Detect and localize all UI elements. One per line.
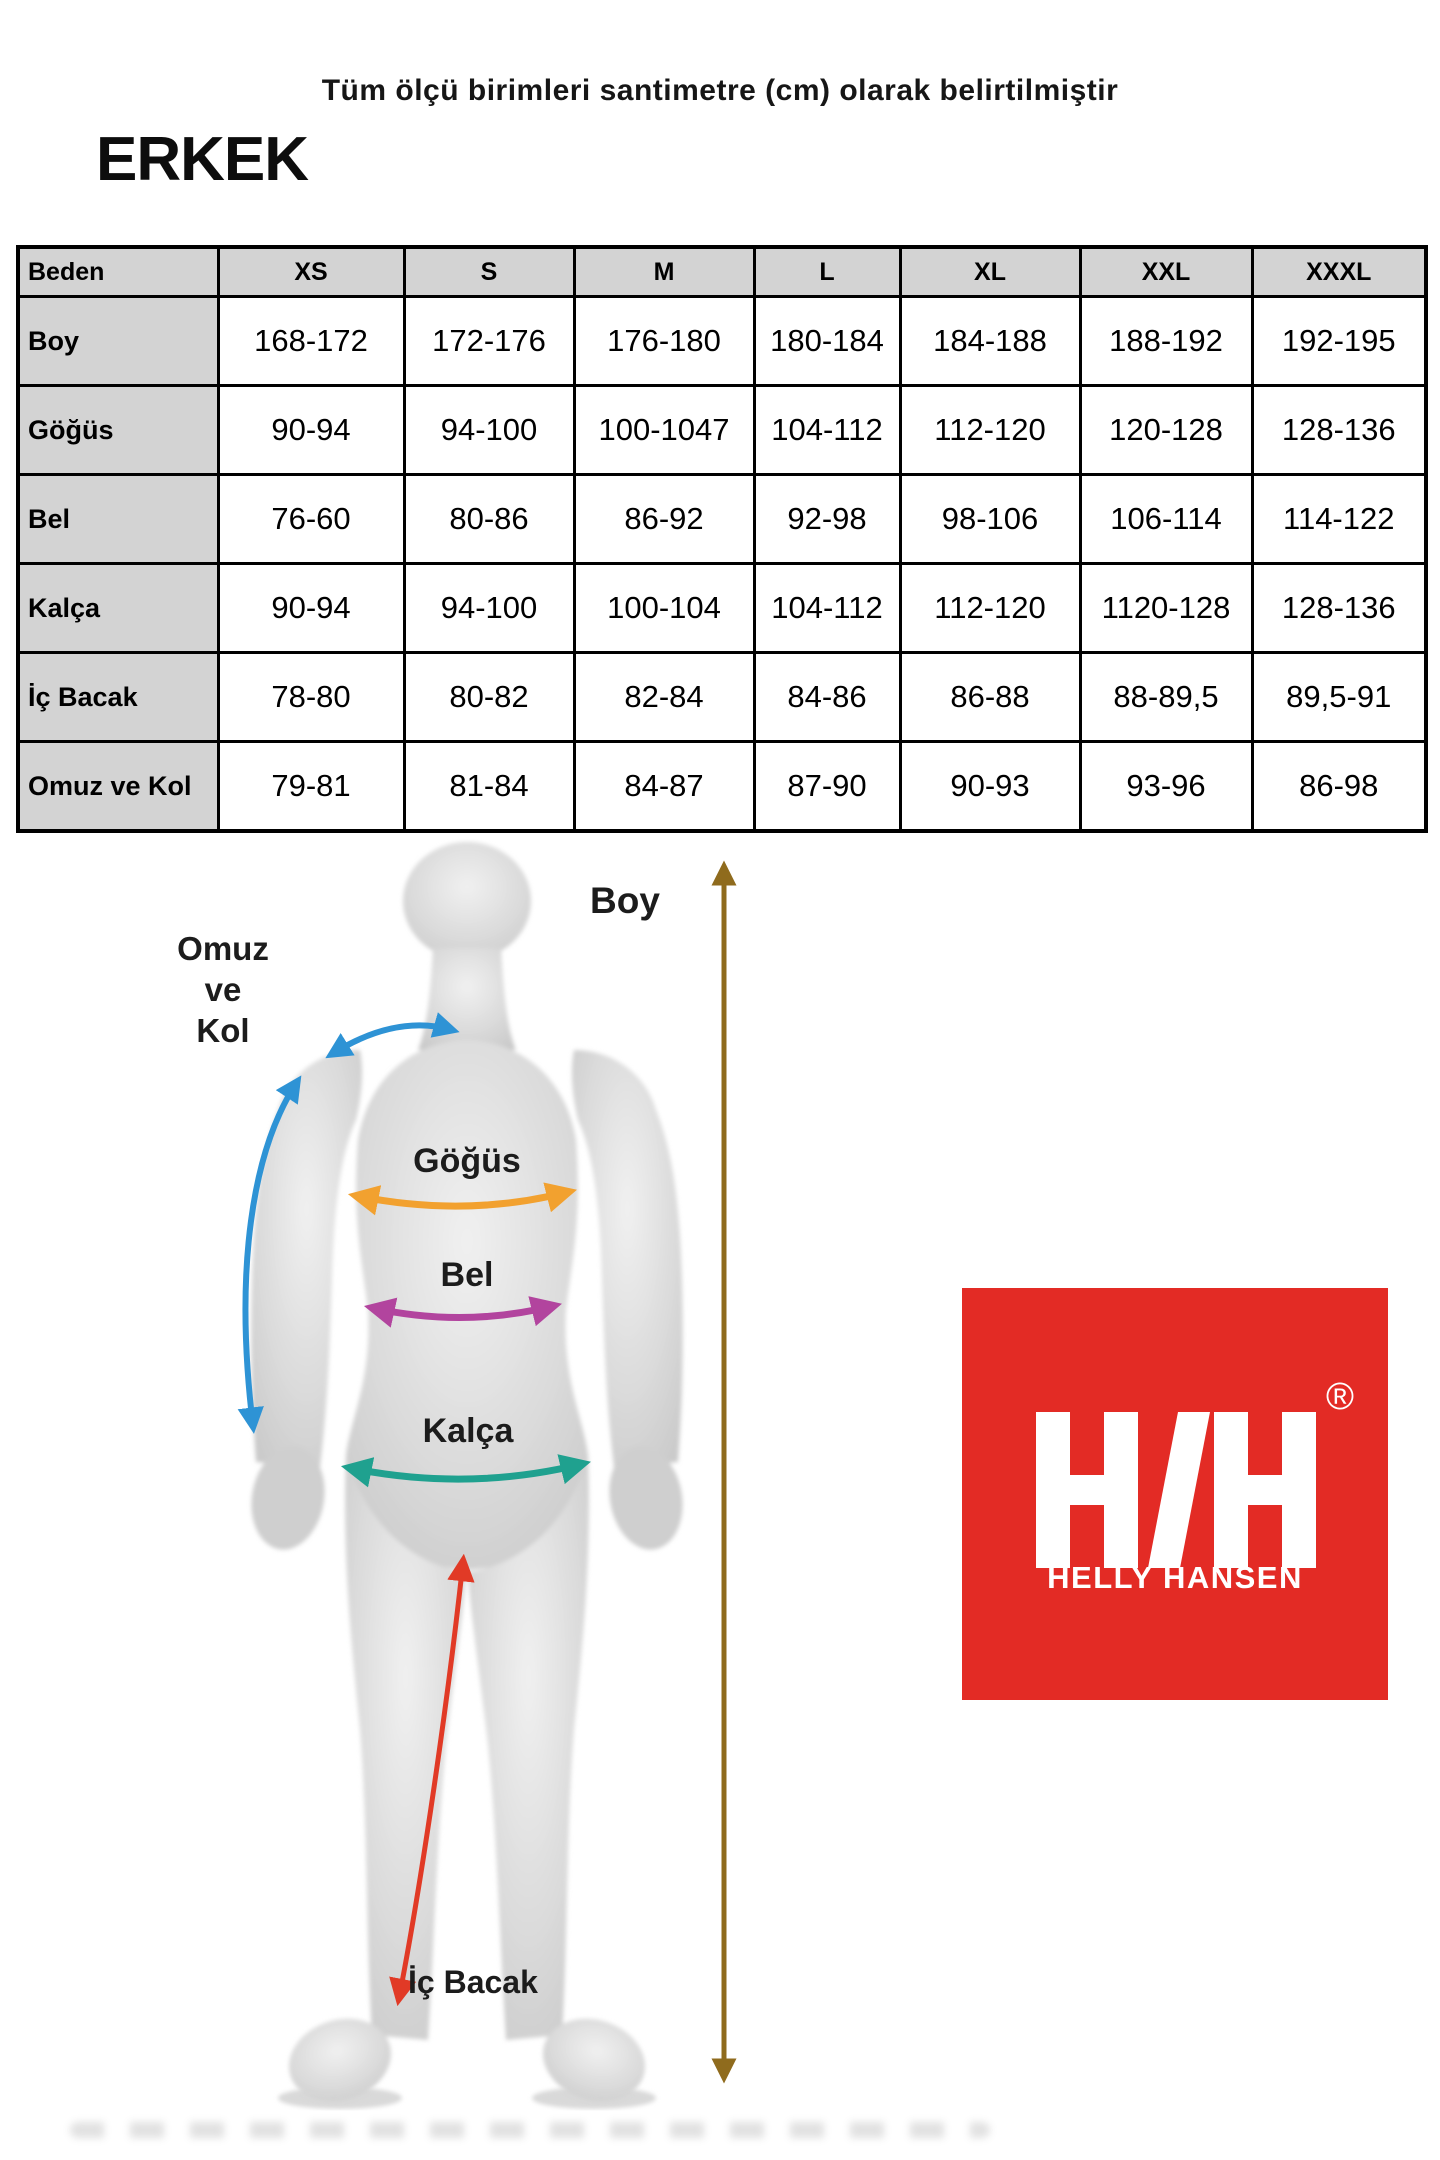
bel-label: Bel: [440, 1256, 494, 1294]
size-value-cell: 86-92: [572, 473, 756, 565]
size-value-cell: 100-1047: [572, 384, 756, 476]
hh-monogram-icon: [1036, 1412, 1316, 1568]
size-value-cell: 89,5-91: [1250, 651, 1428, 743]
size-value-cell: 87-90: [752, 740, 902, 833]
omuz-ve-kol-label: Omuz ve Kol: [177, 930, 269, 1049]
row-label-cell: Bel: [16, 473, 220, 565]
watermark-smudge: [70, 2122, 990, 2138]
helly-hansen-logo: ® HELLY HANSEN: [962, 1288, 1388, 1700]
size-col-header: XS: [216, 245, 406, 298]
size-value-cell: 184-188: [898, 295, 1082, 387]
row-label-cell: Kalça: [16, 562, 220, 654]
size-value-cell: 172-176: [402, 295, 576, 387]
size-value-cell: 76-60: [216, 473, 406, 565]
size-value-cell: 168-172: [216, 295, 406, 387]
size-value-cell: 94-100: [402, 384, 576, 476]
size-value-cell: 100-104: [572, 562, 756, 654]
size-value-cell: 82-84: [572, 651, 756, 743]
size-value-cell: 86-88: [898, 651, 1082, 743]
size-col-header: L: [752, 245, 902, 298]
bel-arrow: [363, 1296, 562, 1328]
size-value-cell: 94-100: [402, 562, 576, 654]
size-value-cell: 128-136: [1250, 384, 1428, 476]
size-table-row: İç Bacak 78-80 80-82 82-84 84-86 86-88 88-89,5…: [16, 651, 1428, 743]
row-label-cell: Boy: [16, 295, 220, 387]
ic-bacak-label: İç Bacak: [408, 1964, 538, 2000]
size-col-header: M: [572, 245, 756, 298]
size-table-row: Boy 168-172 172-176 176-180 180-184 184-188 18…: [16, 295, 1428, 387]
size-table: Beden XS S M L XL XXL XXXL Boy 168-172 172-176 176…: [16, 245, 1428, 833]
size-value-cell: 128-136: [1250, 562, 1428, 654]
size-value-cell: 104-112: [752, 562, 902, 654]
size-value-cell: 88-89,5: [1078, 651, 1254, 743]
size-value-cell: 90-94: [216, 562, 406, 654]
size-table-header: Beden XS S M L XL XXL XXXL: [16, 245, 1428, 298]
size-value-cell: 84-86: [752, 651, 902, 743]
size-table-body: Boy 168-172 172-176 176-180 180-184 184-188 18…: [16, 295, 1428, 833]
size-value-cell: 78-80: [216, 651, 406, 743]
size-value-cell: 80-86: [402, 473, 576, 565]
registered-mark: ®: [1326, 1376, 1354, 1418]
gender-heading: ERKEK: [96, 125, 309, 194]
size-value-cell: 86-98: [1250, 740, 1428, 833]
size-value-cell: 114-122: [1250, 473, 1428, 565]
size-value-cell: 188-192: [1078, 295, 1254, 387]
size-value-cell: 92-98: [752, 473, 902, 565]
row-label-cell: İç Bacak: [16, 651, 220, 743]
units-note: Tüm ölçü birimleri santimetre (cm) olara…: [321, 74, 1119, 107]
size-value-cell: 112-120: [898, 384, 1082, 476]
size-value-cell: 1120-128: [1078, 562, 1254, 654]
kalca-arrow: [340, 1454, 591, 1488]
size-value-cell: 84-87: [572, 740, 756, 833]
size-value-cell: 104-112: [752, 384, 902, 476]
omuz-kol-shoulder-arrow: [325, 1012, 460, 1059]
size-col-header: XL: [898, 245, 1082, 298]
logo-wordmark: HELLY HANSEN: [1047, 1560, 1303, 1595]
size-value-cell: 98-106: [898, 473, 1082, 565]
size-value-cell: 192-195: [1250, 295, 1428, 387]
size-value-cell: 93-96: [1078, 740, 1254, 833]
size-table-row: Göğüs 90-94 94-100 100-1047 104-112 112-120 12…: [16, 384, 1428, 476]
gogus-arrow: [347, 1182, 577, 1216]
omuz-kol-arm-arrow: [237, 1075, 302, 1434]
size-value-cell: 79-81: [216, 740, 406, 833]
size-value-cell: 120-128: [1078, 384, 1254, 476]
size-value-cell: 81-84: [402, 740, 576, 833]
size-value-cell: 90-94: [216, 384, 406, 476]
size-col-header: XXL: [1078, 245, 1254, 298]
size-value-cell: 90-93: [898, 740, 1082, 833]
size-table-row: Omuz ve Kol 79-81 81-84 84-87 87-90 90-93 93-9…: [16, 740, 1428, 833]
body-measurement-diagram: [237, 842, 737, 2109]
kalca-label: Kalça: [422, 1412, 514, 1450]
size-value-cell: 176-180: [572, 295, 756, 387]
size-table-row: Bel 76-60 80-86 86-92 92-98 98-106 106-114 114-…: [16, 473, 1428, 565]
size-value-cell: 80-82: [402, 651, 576, 743]
size-col-header: Beden: [16, 245, 220, 298]
size-value-cell: 106-114: [1078, 473, 1254, 565]
gogus-label: Göğüs: [413, 1142, 521, 1180]
size-col-header: S: [402, 245, 576, 298]
row-label-cell: Omuz ve Kol: [16, 740, 220, 833]
row-label-cell: Göğüs: [16, 384, 220, 476]
size-value-cell: 180-184: [752, 295, 902, 387]
boy-label: Boy: [590, 880, 660, 921]
ic-bacak-arrow: [389, 1553, 475, 2007]
size-table-row: Kalça 90-94 94-100 100-104 104-112 112-120 112…: [16, 562, 1428, 654]
size-col-header: XXXL: [1250, 245, 1428, 298]
size-value-cell: 112-120: [898, 562, 1082, 654]
body-silhouette: [251, 842, 683, 2102]
